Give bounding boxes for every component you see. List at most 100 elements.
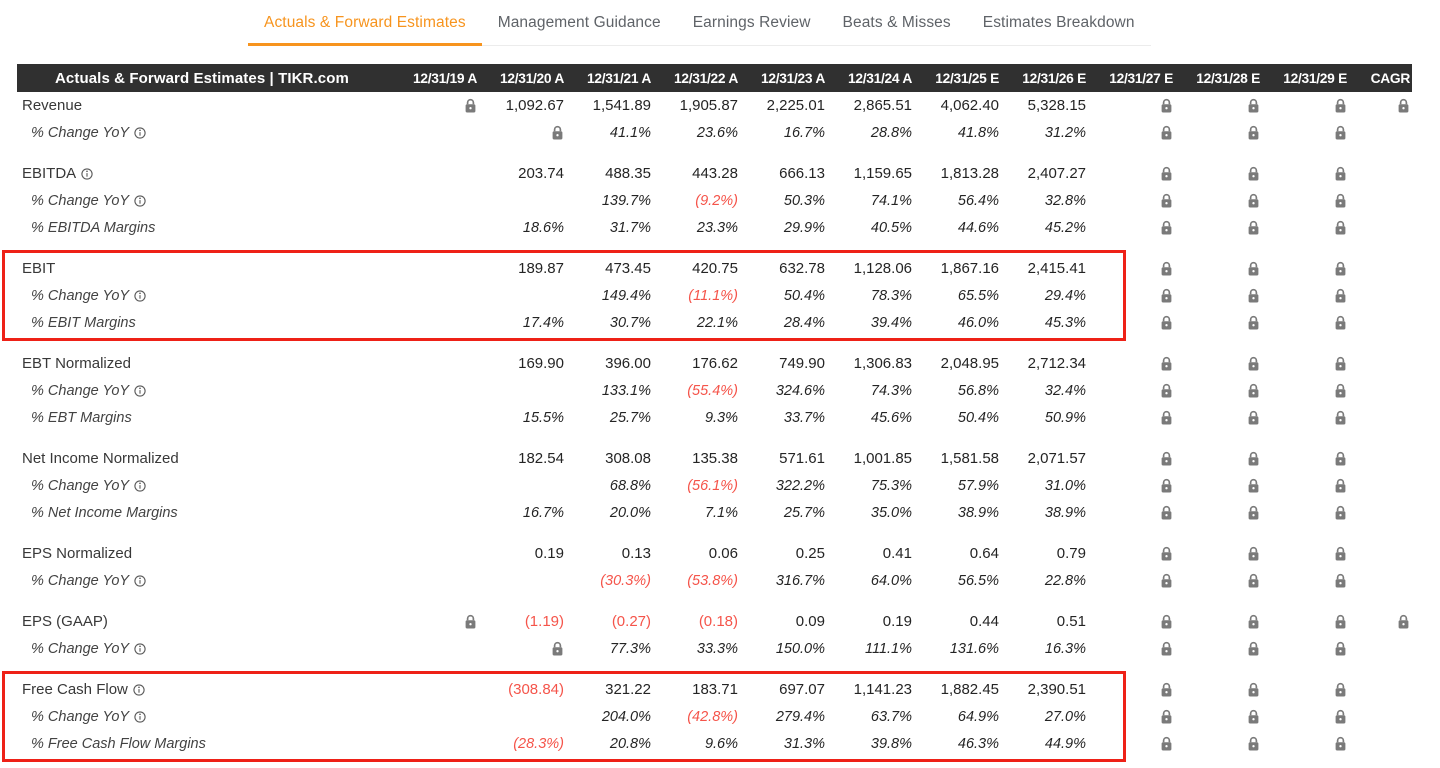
lock-icon: [1161, 505, 1172, 520]
cell-value: 32.8%: [1044, 192, 1086, 209]
info-icon[interactable]: [134, 574, 146, 587]
cell-value: 25.7%: [783, 504, 825, 521]
value-cell: 29.4%: [1001, 288, 1088, 304]
info-icon[interactable]: [134, 479, 146, 492]
cell-value: 29.4%: [1044, 287, 1086, 304]
value-cell: [1175, 708, 1262, 724]
lock-icon: [1161, 410, 1172, 425]
cell-value: 38.9%: [957, 504, 999, 521]
row-label: EPS Normalized: [22, 545, 133, 562]
value-cell: [1262, 409, 1349, 425]
value-cell: 2,071.57: [1001, 450, 1088, 467]
value-cell: 41.8%: [914, 125, 1001, 141]
lock-icon: [1161, 614, 1172, 629]
row-label-cell: % Change YoY: [17, 193, 392, 209]
lock-icon: [465, 98, 476, 113]
value-cell: 0.44: [914, 613, 1001, 630]
cell-value: 44.6%: [957, 219, 999, 236]
value-cell: 56.5%: [914, 573, 1001, 589]
info-icon[interactable]: [134, 642, 146, 655]
row-label: EBIT: [22, 260, 56, 277]
table-row-ebt-margins: % EBT Margins 15.5% 25.7% 9.3% 33.7% 45.6% 50.…: [17, 404, 1412, 431]
column-header: 12/31/22 A: [674, 70, 738, 86]
table-row-change-yoy: % Change YoY (30.3%) (53.8%) 316.7% 64.0% 56.…: [17, 567, 1412, 594]
value-cell: 9.6%: [653, 736, 740, 752]
value-cell: [1175, 124, 1262, 140]
cell-value: 50.4%: [783, 287, 825, 304]
cell-value: 321.22: [605, 681, 651, 698]
table-section: EBITDA 203.74 488.35 443.28 666.13 1,159.65 1,…: [17, 160, 1412, 241]
cell-value: 35.0%: [870, 504, 912, 521]
column-header: 12/31/26 E: [1022, 70, 1086, 86]
value-cell: [1262, 287, 1349, 303]
tab-management-guidance[interactable]: Management Guidance: [497, 14, 661, 31]
value-cell: 31.2%: [1001, 125, 1088, 141]
row-label: % Change YoY: [31, 124, 130, 141]
value-cell: 16.7%: [740, 125, 827, 141]
cell-value: 150.0%: [775, 640, 825, 657]
value-cell: [1262, 681, 1349, 698]
column-header: 12/31/28 E: [1196, 70, 1260, 86]
column-header: 12/31/21 A: [587, 70, 651, 86]
cell-value: 316.7%: [775, 572, 825, 589]
table-row-change-yoy: % Change YoY 149.4% (11.1%) 50.4% 78.3% 65.5%…: [17, 282, 1412, 309]
value-cell: [1088, 681, 1175, 698]
tab-estimates-breakdown[interactable]: Estimates Breakdown: [982, 14, 1135, 31]
cell-value: 16.3%: [1044, 640, 1086, 657]
info-icon[interactable]: [133, 683, 145, 696]
row-label-cell: % Change YoY: [17, 125, 392, 141]
cell-value: 16.7%: [522, 504, 564, 521]
row-label: % EBITDA Margins: [31, 219, 156, 236]
value-cell: 1,581.58: [914, 450, 1001, 467]
lock-icon: [465, 614, 476, 629]
table-section: EBT Normalized 169.90 396.00 176.62 749.90 1,…: [17, 350, 1412, 431]
info-icon[interactable]: [134, 194, 146, 207]
cell-value: (9.2%): [695, 192, 738, 209]
info-icon[interactable]: [134, 126, 146, 139]
value-cell: [1349, 97, 1412, 114]
cell-value: 2,712.34: [1027, 355, 1086, 372]
table-title: Actuals & Forward Estimates | TIKR.com: [55, 69, 349, 87]
cell-value: 46.0%: [957, 314, 999, 331]
value-cell: [1262, 355, 1349, 372]
lock-icon: [1161, 451, 1172, 466]
tab-actuals-forward-estimates[interactable]: Actuals & Forward Estimates: [248, 0, 482, 46]
cell-value: 139.7%: [601, 192, 651, 209]
table-row-net-income-margins: % Net Income Margins 16.7% 20.0% 7.1% 25.7% 3…: [17, 499, 1412, 526]
info-icon[interactable]: [81, 167, 93, 180]
value-cell: 22.1%: [653, 315, 740, 331]
cell-value: 17.4%: [522, 314, 564, 331]
value-cell: 324.6%: [740, 383, 827, 399]
lock-icon: [1335, 709, 1346, 724]
value-cell: (28.3%): [479, 736, 566, 752]
info-icon[interactable]: [134, 710, 146, 723]
cell-value: 32.4%: [1044, 382, 1086, 399]
cell-value: (42.8%): [687, 708, 738, 725]
lock-icon: [1335, 125, 1346, 140]
value-cell: [1262, 735, 1349, 751]
cell-value: 31.7%: [609, 219, 651, 236]
cell-value: 2,390.51: [1027, 681, 1086, 698]
value-cell: [1175, 97, 1262, 114]
value-cell: 31.3%: [740, 736, 827, 752]
lock-icon: [1161, 125, 1172, 140]
cell-value: 46.3%: [957, 735, 999, 752]
value-cell: [1262, 219, 1349, 235]
lock-icon: [1248, 478, 1259, 493]
info-icon[interactable]: [134, 289, 146, 302]
cell-value: 23.3%: [696, 219, 738, 236]
value-cell: 1,905.87: [653, 97, 740, 114]
info-icon[interactable]: [134, 384, 146, 397]
value-cell: 0.09: [740, 613, 827, 630]
value-cell: 1,813.28: [914, 165, 1001, 182]
tab-earnings-review[interactable]: Earnings Review: [692, 14, 811, 31]
value-cell: 2,225.01: [740, 97, 827, 114]
tab-beats-misses[interactable]: Beats & Misses: [842, 14, 951, 31]
value-cell: [392, 613, 479, 630]
cell-value: 204.0%: [601, 708, 651, 725]
value-cell: 64.0%: [827, 573, 914, 589]
table-row-eps-normalized: EPS Normalized 0.19 0.13 0.06 0.25 0.41 0.64 0.…: [17, 540, 1412, 567]
column-header: 12/31/25 E: [935, 70, 999, 86]
cell-value: 9.6%: [704, 735, 738, 752]
lock-icon: [1335, 166, 1346, 181]
